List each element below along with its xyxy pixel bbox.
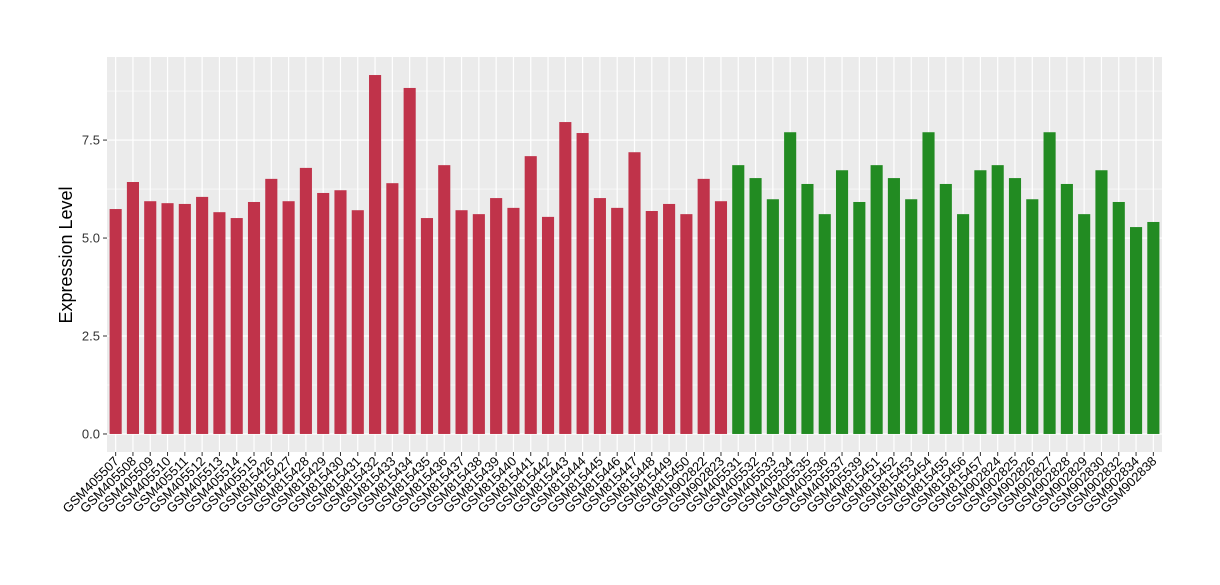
bar [732, 165, 745, 434]
bar [247, 201, 261, 434]
bar [161, 203, 174, 434]
y-tick-label: 5.0 [82, 231, 100, 246]
bar [1060, 183, 1073, 434]
bar [507, 207, 520, 434]
bar [766, 199, 779, 434]
bar [1026, 199, 1039, 434]
bar [351, 210, 364, 434]
bar [680, 214, 693, 434]
bar [317, 192, 330, 434]
bar [853, 201, 866, 434]
bar [230, 218, 243, 434]
bar [663, 203, 676, 434]
bar [144, 201, 157, 434]
bar [593, 198, 606, 434]
bar [1008, 178, 1022, 434]
bar [524, 156, 537, 434]
bar [714, 201, 728, 434]
bar [697, 178, 710, 434]
y-tick-label: 2.5 [82, 329, 100, 344]
bar [213, 212, 226, 434]
bar [1078, 214, 1091, 434]
y-tick-label: 7.5 [82, 133, 100, 148]
bar [801, 183, 814, 434]
bar [109, 209, 122, 434]
bar [490, 198, 503, 434]
bar [541, 216, 555, 434]
bar [922, 132, 935, 434]
bar [1130, 227, 1143, 434]
bar [611, 207, 624, 434]
bar [939, 183, 952, 434]
bar [1043, 132, 1056, 434]
bar [126, 182, 139, 434]
bar [905, 199, 918, 434]
bar [438, 165, 451, 434]
bar [576, 133, 589, 434]
bar [282, 201, 295, 434]
bar [974, 170, 987, 434]
bar [818, 214, 831, 434]
bar [299, 167, 312, 434]
bar [265, 178, 278, 434]
bar [784, 132, 797, 434]
bar [386, 183, 399, 434]
bar [1147, 221, 1160, 434]
y-axis-title: Expression Level [56, 186, 76, 323]
bar [887, 178, 900, 434]
bar [628, 152, 641, 434]
bar [455, 210, 468, 434]
bar [749, 178, 762, 434]
bar [196, 196, 209, 434]
bar [957, 214, 970, 434]
y-tick-label: 0.0 [82, 426, 100, 441]
bar [559, 122, 572, 434]
bar [1095, 170, 1108, 434]
bar [403, 87, 416, 434]
bar [645, 211, 658, 434]
bar [369, 75, 382, 434]
bar [1112, 201, 1125, 434]
bar [991, 165, 1004, 434]
bar [835, 170, 849, 434]
bar [178, 203, 191, 434]
bar [472, 214, 485, 434]
bar [420, 218, 434, 434]
bar [870, 165, 883, 434]
bar [334, 190, 347, 434]
